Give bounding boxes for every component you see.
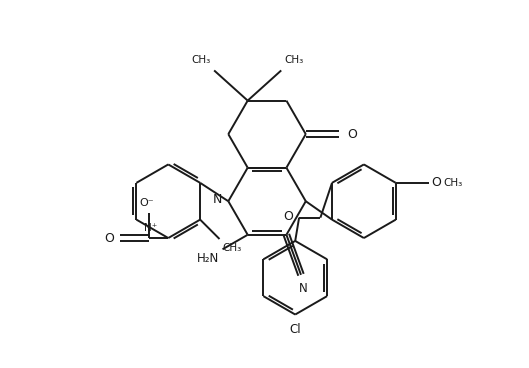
Text: Cl: Cl: [289, 323, 301, 336]
Text: O: O: [347, 128, 357, 141]
Text: O: O: [104, 231, 114, 244]
Text: O: O: [283, 210, 293, 223]
Text: H₂N: H₂N: [197, 252, 220, 265]
Text: CH₃: CH₃: [443, 178, 462, 188]
Text: N: N: [213, 193, 222, 206]
Text: O⁻: O⁻: [140, 198, 154, 208]
Text: O: O: [432, 176, 442, 190]
Text: N: N: [299, 282, 307, 295]
Text: CH₃: CH₃: [192, 55, 211, 66]
Text: CH₃: CH₃: [284, 55, 304, 66]
Text: CH₃: CH₃: [223, 243, 242, 253]
Text: N⁺: N⁺: [144, 223, 158, 233]
